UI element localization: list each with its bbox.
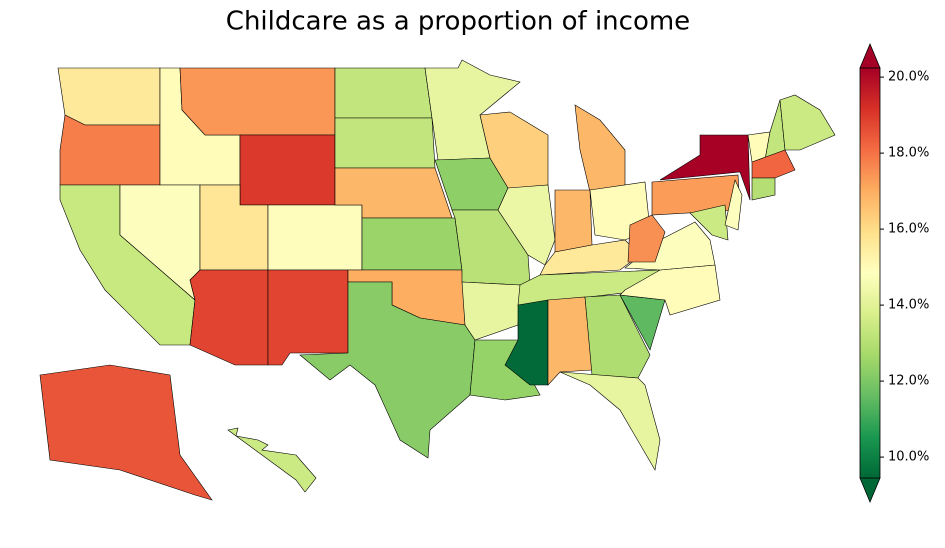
state xyxy=(361,217,463,271)
state xyxy=(424,59,521,161)
state xyxy=(547,296,593,386)
state xyxy=(751,177,776,201)
colorbar-tick-label: 16.0% xyxy=(888,222,929,237)
state xyxy=(267,269,349,366)
state xyxy=(267,204,363,271)
state xyxy=(227,427,317,493)
state xyxy=(334,117,436,169)
state xyxy=(574,104,626,193)
state xyxy=(651,174,741,216)
map-title: Childcare as a proportion of income xyxy=(226,7,690,37)
state xyxy=(334,67,433,119)
state xyxy=(751,149,796,179)
colorbar-tick-label: 14.0% xyxy=(888,298,929,313)
state xyxy=(779,94,836,151)
state xyxy=(627,214,666,263)
states xyxy=(39,59,836,501)
colorbar-gradient xyxy=(859,67,881,479)
state xyxy=(179,67,336,136)
state xyxy=(689,204,729,241)
state xyxy=(584,294,651,379)
state xyxy=(299,281,476,459)
state xyxy=(39,364,213,501)
state xyxy=(239,134,336,206)
state xyxy=(189,269,269,366)
colorbar-extend-min xyxy=(859,477,881,504)
state xyxy=(57,67,161,126)
colorbar: 10.0% 12.0% 14.0% 16.0% 18.0% 20.0% xyxy=(859,42,929,504)
state xyxy=(59,114,161,186)
colorbar-extend-max xyxy=(859,42,881,69)
state xyxy=(724,179,743,231)
state xyxy=(554,189,593,253)
colorbar-tick-label: 12.0% xyxy=(888,374,929,389)
state xyxy=(461,281,521,341)
colorbar-tick-label: 18.0% xyxy=(888,146,929,161)
colorbar-tick-label: 10.0% xyxy=(888,450,929,465)
state xyxy=(559,371,661,471)
colorbar-tick-label: 20.0% xyxy=(888,70,929,85)
